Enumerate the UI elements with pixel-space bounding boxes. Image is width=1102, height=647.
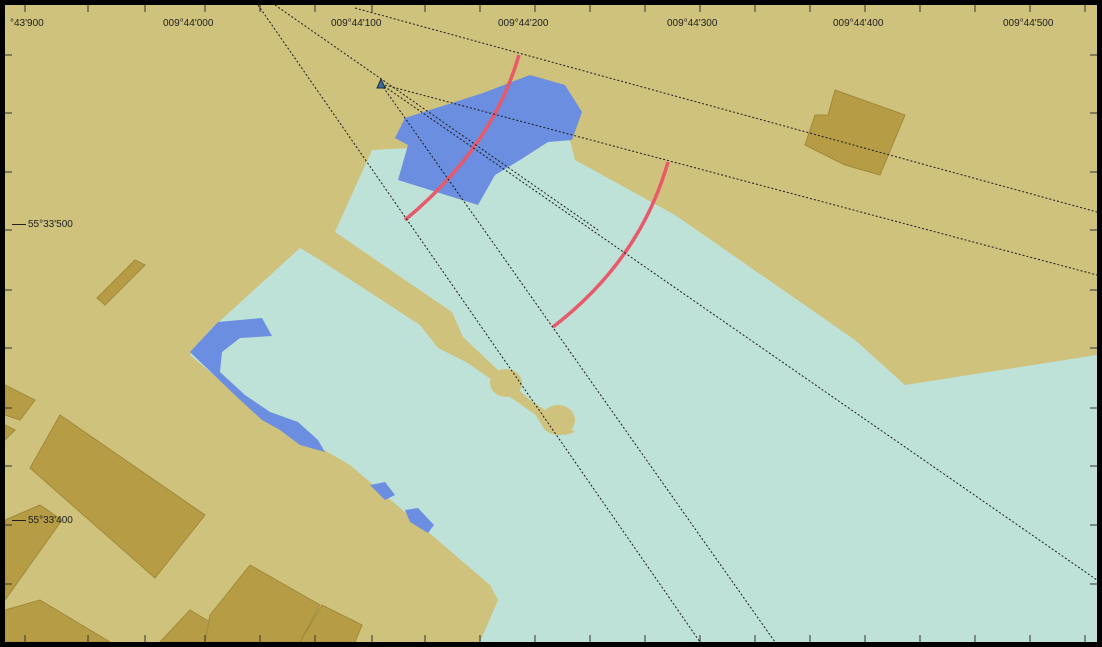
pier-arm — [446, 340, 500, 382]
sector-light-arc-outer — [551, 161, 670, 329]
shallow-water-basin — [395, 75, 582, 205]
mole-head — [490, 369, 522, 397]
bearing-line — [380, 83, 1097, 276]
latitude-label: 55°33'400 — [12, 515, 73, 526]
longitude-label: 009°44'300 — [667, 18, 718, 29]
pier — [320, 245, 462, 352]
mole-head — [541, 405, 575, 435]
longitude-label: 009°44'000 — [163, 18, 214, 29]
bearing-line — [257, 5, 701, 642]
building — [29, 414, 206, 579]
building — [96, 259, 146, 306]
building — [5, 599, 111, 642]
bearing-line — [274, 5, 599, 231]
building — [804, 89, 906, 176]
chart-canvas[interactable] — [5, 5, 1097, 642]
bearing-line — [380, 83, 1097, 581]
buildings — [5, 89, 906, 642]
shallow-water-spot — [370, 482, 395, 500]
shallow-water-shore — [190, 318, 325, 452]
building — [5, 424, 16, 441]
graticule-ticks — [5, 5, 1097, 642]
shallow-water-spot — [405, 508, 434, 533]
longitude-label: °43'900 — [10, 18, 44, 29]
building — [5, 384, 36, 421]
longitude-label: 009°44'500 — [1003, 18, 1054, 29]
bearing-line — [354, 7, 1097, 213]
longitude-label: 009°44'100 — [331, 18, 382, 29]
sector-light-arc-inner — [403, 54, 521, 222]
latitude-label: 55°33'500 — [12, 219, 73, 230]
building — [204, 564, 321, 642]
building — [299, 604, 363, 642]
bearing-lines — [257, 5, 1097, 642]
bearing-line — [380, 83, 776, 642]
longitude-label: 009°44'400 — [833, 18, 884, 29]
light-beacon-icon[interactable] — [376, 77, 386, 89]
longitude-label: 009°44'200 — [498, 18, 549, 29]
pier-arm — [510, 390, 548, 420]
